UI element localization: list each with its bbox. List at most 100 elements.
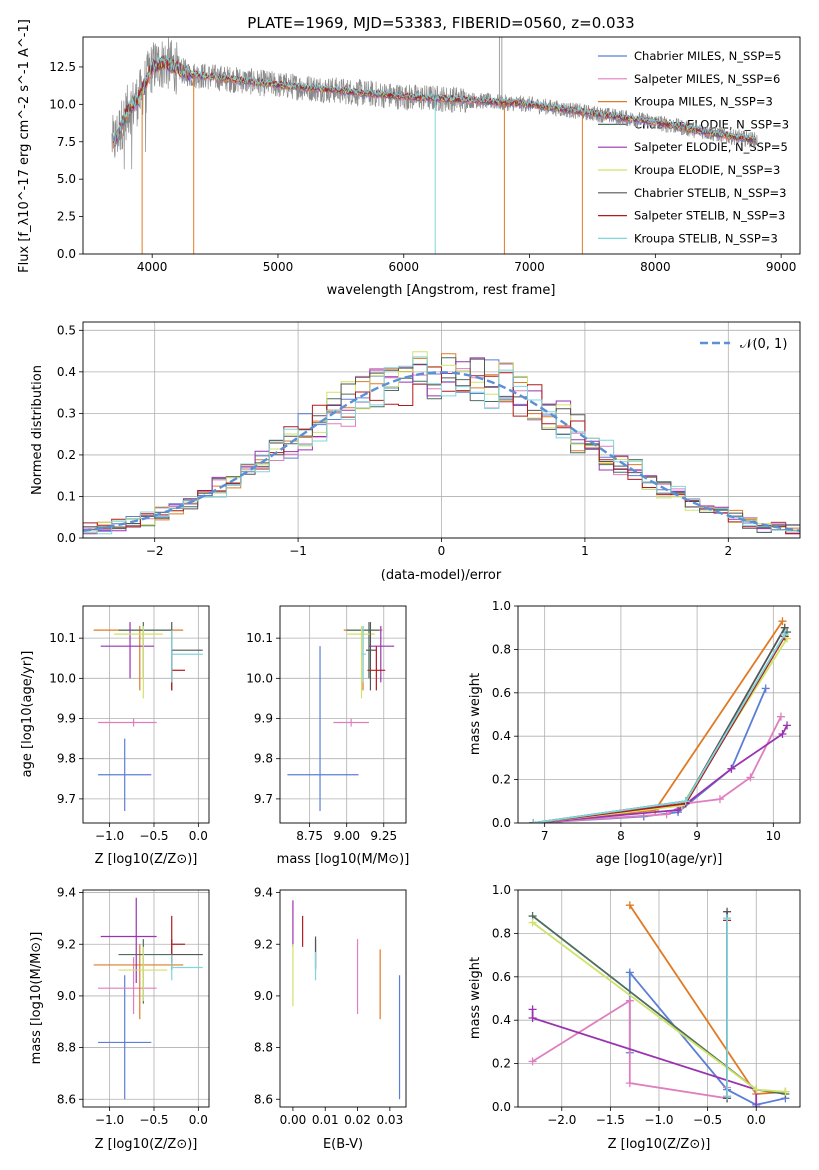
- mw_vs_Z-xtick-label: 0.0: [747, 1113, 766, 1127]
- residuals-plot-area: [83, 351, 800, 538]
- mw_vs_Z-plot-area: [528, 901, 790, 1107]
- mw_vs_Z-marker-kroupa_stelib: [723, 914, 732, 923]
- mass_vs_ebv-ytick-label: 9.2: [254, 937, 273, 951]
- mw_vs_Z-ytick-label: 0.0: [492, 1100, 511, 1114]
- spectrum-legend-label: Salpeter MILES, N_SSP=6: [634, 72, 780, 86]
- mw_vs_age-xlabel: age [log10(age/yr)]: [596, 852, 723, 867]
- mw_vs_age-marker-kroupa_stelib: [681, 797, 690, 806]
- age_vs_mass-ytick-label: 9.9: [254, 712, 273, 726]
- mw_vs_Z-marker-chabrier_miles: [625, 968, 634, 977]
- mw_vs_Z-ytick-label: 0.8: [492, 926, 511, 940]
- spectrum-legend-label: Kroupa ELODIE, N_SSP=3: [634, 163, 780, 177]
- plot-layer: 4000 5000 6000 7000 8000 90000.02.55.07.510.0…: [17, 19, 801, 1152]
- residuals-xlabel: (data-model)/error: [381, 568, 502, 583]
- age_vs_mass-xtick-label: 8.75: [296, 829, 323, 843]
- age_vs_Z-xlabel: Z [log10(Z/Z⊙)]: [95, 852, 198, 867]
- residuals-frame: [82, 321, 801, 539]
- spectrum-legend-label: Kroupa MILES, N_SSP=3: [634, 95, 773, 109]
- age_vs_mass-xlabel: mass [log10(M/M⊙)]: [277, 852, 410, 867]
- spectrum-ylabel: Flux [f_λ10^-17 erg cm^-2 s^-1 A^-1]: [17, 19, 32, 273]
- residuals-xtick-label: 2: [724, 544, 732, 558]
- age_vs_mass-ytick-label: 9.7: [254, 792, 273, 806]
- mass_vs_ebv-xlabel: E(B-V): [323, 1137, 363, 1152]
- spectrum-frame: [82, 36, 801, 255]
- mw_vs_Z-marker-salpeter_elodie: [752, 1103, 761, 1107]
- mass_vs_ebv-ytick-label: 8.8: [254, 1041, 273, 1055]
- mw_vs_age-ytick-label: 0.8: [492, 642, 511, 656]
- mw_vs_age-marker-chabrier_miles: [761, 684, 770, 693]
- age_vs_mass-ytick-label: 10.1: [246, 631, 273, 645]
- mw_vs_Z-ytick-label: 0.2: [492, 1057, 511, 1071]
- residuals-ytick-label: 0.5: [57, 323, 76, 337]
- spectrum-axes: 4000 5000 6000 7000 8000 9000 0.0 2.5 5.0 7.5 10.0…: [17, 19, 796, 298]
- mw_vs_Z-xtick-label: −2.0: [547, 1113, 576, 1127]
- mw_vs_age-ytick-label: 1.0: [492, 599, 511, 613]
- mw_vs_age-marker-salpeter_elodie: [727, 764, 736, 773]
- mw_vs_age-marker-salpeter_elodie: [783, 721, 792, 730]
- mw_vs_Z-frame: [517, 889, 801, 1108]
- age_vs_Z-xtick-label: 0.0: [189, 829, 208, 843]
- spectrum-xtick-label: 7000: [514, 260, 545, 274]
- mw_vs_Z-marker-salpeter_miles: [625, 996, 634, 1005]
- mass_vs_Z-ytick-label: 8.6: [57, 1092, 76, 1106]
- residuals-xtick-label: 0: [438, 544, 446, 558]
- residuals-legend-label: 𝒩(0, 1): [740, 337, 787, 352]
- mass_vs_ebv-xtick-label: 0.01: [312, 1113, 339, 1127]
- age_vs_mass-plot-area: [287, 622, 395, 811]
- spectrum-xtick-label: 8000: [640, 260, 671, 274]
- mass_vs_ebv-ytick-label: 9.4: [254, 886, 273, 900]
- spectrum-legend-label: Chabrier STELIB, N_SSP=3: [634, 186, 786, 200]
- age_vs_Z-axes: −1.0 −0.5 0.0 9.7 9.8 9.9 10.0 10.1 Z [log10(Z/Z…: [20, 606, 209, 867]
- mw_vs_age-xtick-label: 9: [693, 829, 701, 843]
- residuals-ytick-label: 0.0: [57, 531, 76, 545]
- residuals-ytick-label: 0.1: [57, 489, 76, 503]
- mw_vs_Z-ytick-label: 0.4: [492, 1013, 511, 1027]
- mw_vs_Z-xlabel: Z [log10(Z/Z⊙)]: [608, 1137, 711, 1152]
- mw_vs_age-marker-salpeter_miles: [776, 712, 785, 721]
- mw_vs_Z-marker-salpeter_elodie: [528, 1005, 537, 1014]
- age_vs_mass-xtick-label: 9.25: [370, 829, 397, 843]
- mass_vs_Z-xtick-label: −1.0: [95, 1113, 124, 1127]
- mw_vs_age-ytick-label: 0.0: [492, 816, 511, 830]
- mw_vs_Z-marker-kroupa_elodie: [781, 1087, 790, 1096]
- mw_vs_age-marker-salpeter_miles: [715, 795, 724, 804]
- mass_vs_Z-ylabel: mass [log10(M/M⊙)]: [29, 932, 44, 1065]
- spectrum-ytick-label: 2.5: [57, 210, 76, 224]
- mass_vs_ebv-xtick-label: 0.02: [344, 1113, 371, 1127]
- mass_vs_ebv-ytick-label: 9.0: [254, 989, 273, 1003]
- mw_vs_age-ytick-label: 0.4: [492, 729, 511, 743]
- mw_vs_age-marker-salpeter_elodie: [674, 805, 683, 814]
- spectrum-xtick-label: 6000: [388, 260, 419, 274]
- spectrum-legend-label: Chabrier MILES, N_SSP=5: [634, 49, 781, 63]
- residuals-ylabel: Normed distribution: [30, 365, 45, 495]
- mw_vs_Z-marker-salpeter_elodie: [528, 1014, 537, 1023]
- mass_vs_ebv-frame: [279, 889, 407, 1108]
- spectrum-ytick-label: 12.5: [49, 60, 76, 74]
- mass_vs_Z-plot-area: [93, 897, 203, 1100]
- mass_vs_Z-ytick-label: 8.8: [57, 1041, 76, 1055]
- mass_vs_Z-ytick-label: 9.4: [57, 886, 76, 900]
- mw_vs_age-line-salpeter_stelib: [533, 635, 786, 823]
- mw_vs_age-ytick-label: 0.2: [492, 773, 511, 787]
- age_vs_mass-ytick-label: 10.0: [246, 671, 273, 685]
- spectrum-xtick-label: 9000: [766, 260, 797, 274]
- mass_vs_ebv-ytick-label: 8.6: [254, 1092, 273, 1106]
- mw_vs_age-line-chabrier_stelib: [533, 627, 786, 823]
- mw_vs_Z-xtick-label: −1.5: [596, 1113, 625, 1127]
- mw_vs_Z-marker-kroupa_elodie: [528, 918, 537, 927]
- age_vs_Z-xtick-label: −0.5: [139, 829, 168, 843]
- spectrum-legend-label: Salpeter ELODIE, N_SSP=5: [634, 140, 788, 154]
- mw_vs_age-frame: [517, 605, 801, 824]
- spectrum-plot-area: [111, 37, 758, 254]
- mw_vs_Z-line-salpeter_elodie: [531, 1009, 758, 1107]
- residuals-ytick-label: 0.3: [57, 406, 76, 420]
- age_vs_Z-frame: [82, 605, 210, 824]
- figure-title: PLATE=1969, MJD=53383, FIBERID=0560, z=0…: [247, 14, 634, 32]
- spectrum-xtick-label: 5000: [263, 260, 294, 274]
- mw_vs_age-line-kroupa_miles: [533, 620, 784, 823]
- mw_vs_Z-marker-kroupa_elodie: [752, 1085, 761, 1094]
- mass_vs_Z-frame: [82, 889, 210, 1108]
- residuals-xtick-label: −2: [146, 544, 164, 558]
- mass_vs_Z-xlabel: Z [log10(Z/Z⊙)]: [95, 1137, 198, 1152]
